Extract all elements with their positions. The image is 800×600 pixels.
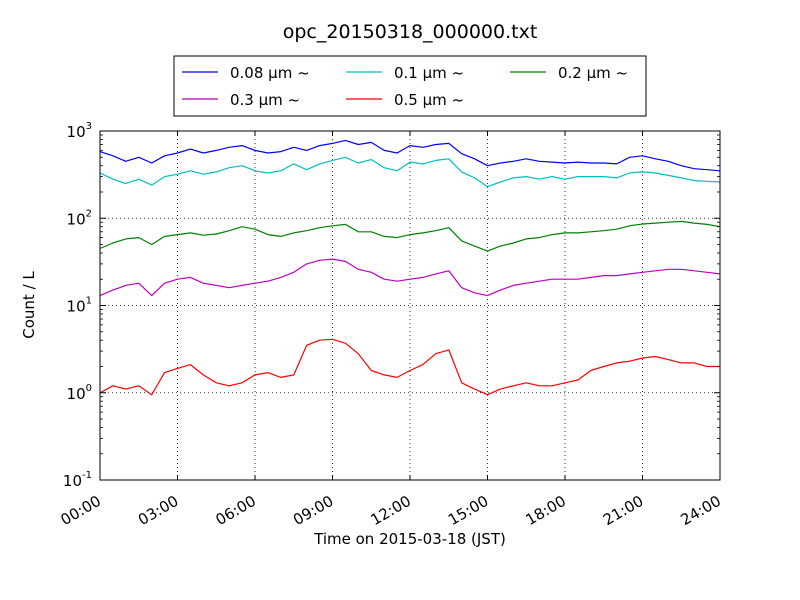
series-line-3 xyxy=(99,220,721,252)
y-axis-label: Count / L xyxy=(20,271,38,339)
x-tick-label: 09:00 xyxy=(290,492,336,529)
series-line-2 xyxy=(99,156,721,188)
chart-title: opc_20150318_000000.txt xyxy=(283,21,538,43)
legend-label-1: 0.08 μm ~ xyxy=(230,64,310,82)
legend-box xyxy=(173,55,647,117)
legend-label-4: 0.3 μm ~ xyxy=(230,91,300,109)
series-line-4 xyxy=(99,258,721,297)
y-tick-label: 10-1 xyxy=(63,470,92,490)
x-tick-label: 03:00 xyxy=(135,492,181,529)
legend-label-2: 0.1 μm ~ xyxy=(394,64,464,82)
grid-lines xyxy=(100,131,720,480)
series-lines xyxy=(99,139,721,396)
x-tick-label: 00:00 xyxy=(58,492,104,529)
legend-label-5: 0.5 μm ~ xyxy=(394,91,464,109)
axis-ticks xyxy=(99,130,721,481)
y-tick-labels: 10-1 100 101 102 103 xyxy=(63,121,92,490)
y-tick-label: 102 xyxy=(67,208,92,228)
x-tick-label: 18:00 xyxy=(523,492,569,529)
x-axis-label: Time on 2015-03-18 (JST) xyxy=(313,530,506,548)
y-tick-label: 101 xyxy=(67,296,92,316)
series-line-1 xyxy=(99,139,721,172)
x-tick-label: 12:00 xyxy=(368,492,414,529)
y-tick-label: 103 xyxy=(67,121,92,141)
plot-area xyxy=(99,130,721,481)
x-tick-labels: 00:00 03:00 06:00 09:00 12:00 15:00 18:00 21:00… xyxy=(58,492,724,529)
x-tick-label: 24:00 xyxy=(678,492,724,529)
x-tick-label: 06:00 xyxy=(213,492,259,529)
x-tick-label: 15:00 xyxy=(445,492,491,529)
series-line-5 xyxy=(99,338,720,396)
legend: 0.08 μm ~ 0.1 μm ~ 0.2 μm ~ 0.3 μm ~ 0.5 μm … xyxy=(173,55,647,117)
x-tick-label: 21:00 xyxy=(600,492,646,529)
legend-label-3: 0.2 μm ~ xyxy=(558,64,628,82)
y-tick-label: 100 xyxy=(67,383,92,403)
